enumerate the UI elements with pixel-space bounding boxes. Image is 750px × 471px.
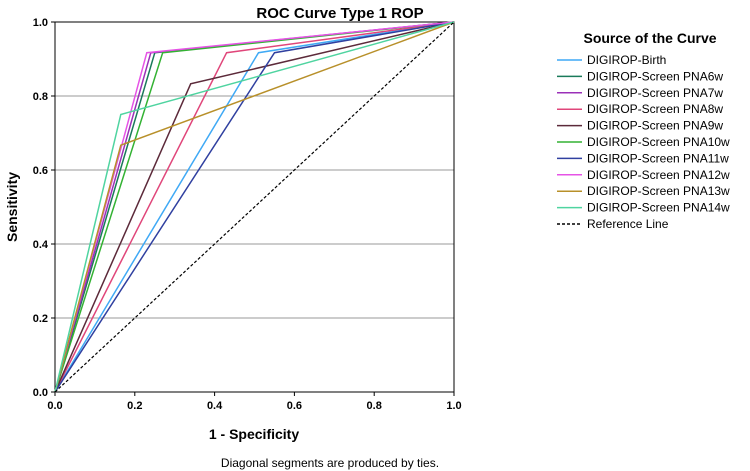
series-line-9 [54,21,455,393]
y-tick-label-5: 1.0 [33,17,48,29]
x-tick-label-0: 0.0 [47,400,62,412]
footnote: Diagonal segments are produced by ties. [221,456,439,470]
chart-title: ROC Curve Type 1 ROP [256,5,423,22]
legend-label-7: DIGIROP-Screen PNA12w [587,168,730,182]
legend-title: Source of the Curve [583,30,716,46]
x-axis-title: 1 - Specificity [209,426,299,442]
series-group [54,21,455,393]
x-tick-label-1: 0.2 [127,400,142,412]
x-tick-label-2: 0.4 [207,400,223,412]
y-tick-label-4: 0.8 [33,91,48,103]
plot-frame [54,21,455,393]
legend-label-10: Reference Line [587,217,669,231]
series-line-10 [54,21,455,393]
x-tick-label-3: 0.6 [287,400,302,412]
legend-label-1: DIGIROP-Screen PNA6w [587,69,723,83]
legend-label-9: DIGIROP-Screen PNA14w [587,201,730,215]
x-tick-label-4: 0.8 [367,400,382,412]
legend-label-4: DIGIROP-Screen PNA9w [587,119,723,133]
series-line-8 [54,21,455,393]
legend-label-6: DIGIROP-Screen PNA11w [587,151,729,165]
y-tick-label-3: 0.6 [33,165,48,177]
y-tick-label-0: 0.0 [33,387,48,399]
legend-label-0: DIGIROP-Birth [587,53,666,67]
y-axis-ticks: 0.0 0.2 0.4 0.6 0.8 1.0 [33,17,55,399]
series-line-6 [54,21,455,393]
legend-label-3: DIGIROP-Screen PNA8w [587,102,723,116]
legend: DIGIROP-Birth DIGIROP-Screen PNA6w DIGIROP… [557,53,730,231]
y-tick-label-2: 0.4 [33,239,49,251]
y-axis-title: Sensitivity [4,172,20,242]
series-line-3 [54,21,455,393]
legend-label-8: DIGIROP-Screen PNA13w [587,184,730,198]
y-tick-label-1: 0.2 [33,313,48,325]
x-tick-label-5: 1.0 [446,400,461,412]
series-line-4 [54,21,455,393]
legend-label-5: DIGIROP-Screen PNA10w [587,135,730,149]
series-line-0 [54,21,455,393]
legend-label-2: DIGIROP-Screen PNA7w [587,86,723,100]
x-axis-ticks: 0.0 0.2 0.4 0.6 0.8 1.0 [47,392,462,412]
